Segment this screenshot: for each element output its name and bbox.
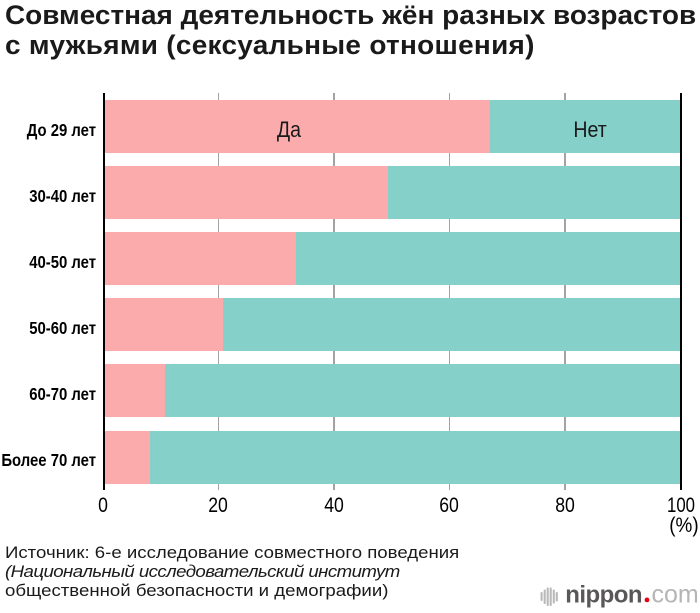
svg-text:com: com <box>652 582 699 608</box>
svg-text:nippon: nippon <box>565 582 642 608</box>
